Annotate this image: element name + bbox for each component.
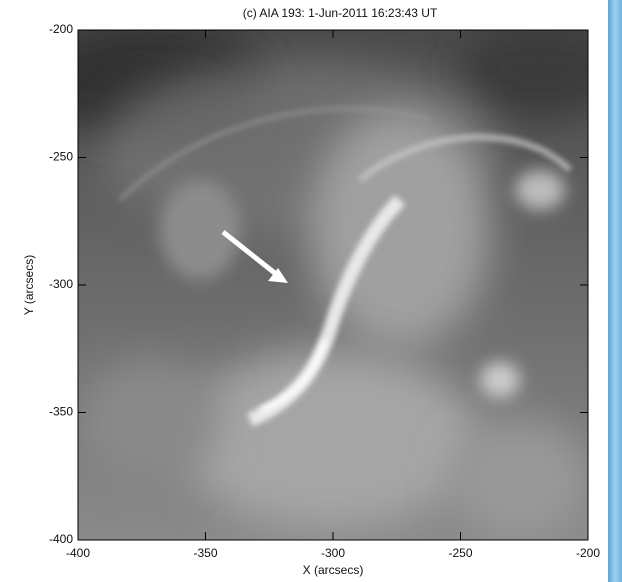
y-axis-label: Y (arcsecs) xyxy=(22,255,36,315)
y-tick-label: -200 xyxy=(49,22,73,36)
x-axis-label: X (arcsecs) xyxy=(303,563,364,577)
y-tick-label: -400 xyxy=(49,532,73,546)
x-tick-label: -400 xyxy=(66,546,90,560)
x-tick-label: -300 xyxy=(321,546,345,560)
x-tick-label: -350 xyxy=(193,546,217,560)
chart-title: (c) AIA 193: 1-Jun-2011 16:23:43 UT xyxy=(243,6,438,20)
arrow-annotation xyxy=(221,230,288,283)
solar-image xyxy=(78,30,588,540)
y-tick-label: -350 xyxy=(49,405,73,419)
x-tick-label: -250 xyxy=(448,546,472,560)
side-stripe xyxy=(608,0,622,582)
y-tick-label: -250 xyxy=(49,150,73,164)
x-tick-label: -200 xyxy=(576,546,600,560)
y-tick-label: -300 xyxy=(49,277,73,291)
